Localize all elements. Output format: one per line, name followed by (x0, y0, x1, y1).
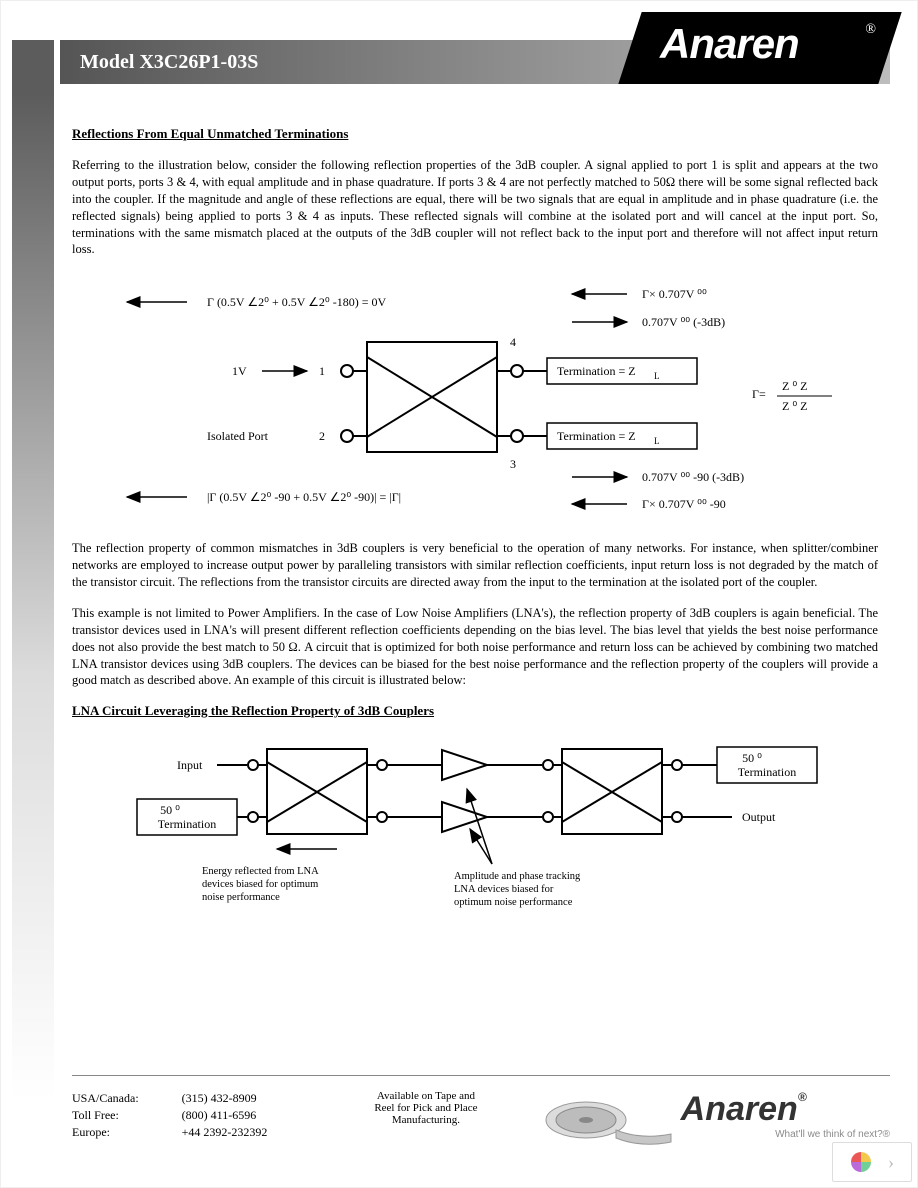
gamma-den: Z ⁰ Z (782, 399, 807, 413)
port-2: 2 (319, 429, 325, 443)
cn1: Available on Tape and (341, 1090, 510, 1102)
cn2: Reel for Pick and Place (341, 1102, 510, 1114)
footer-reg: ® (798, 1090, 807, 1104)
eu-label: Europe: (72, 1124, 182, 1141)
coupler-diagram: Γ (0.5V ∠2⁰ + 0.5V ∠2⁰ -180) = 0V |Γ (0.… (72, 272, 872, 522)
brand-logo: Anaren ® (630, 12, 890, 84)
footer-logo: Anaren® What'll we think of next?® (681, 1090, 890, 1140)
port-4: 4 (510, 335, 516, 349)
section-1-title: Reflections From Equal Unmatched Termina… (72, 126, 878, 142)
side-gradient (12, 40, 54, 1100)
d2-cap-r3: optimum noise performance (454, 897, 573, 908)
reg-mark: ® (865, 22, 876, 38)
para-2: The reflection property of common mismat… (72, 540, 878, 591)
model-prefix: Model (80, 51, 139, 73)
term3: Termination = Z (557, 429, 636, 443)
d2-term-a1: 50 ⁰ (160, 803, 180, 817)
brand-name: Anaren (660, 20, 799, 68)
eu-phone: +44 2392-232392 (182, 1124, 322, 1141)
arr-r4: Γ× 0.707V ⁰⁰ -90 (642, 497, 726, 511)
section-1-para: Referring to the illustration below, con… (72, 157, 878, 258)
d2-term-b1: 50 ⁰ (742, 751, 762, 765)
lna-circuit-diagram: Input 50 ⁰ Termination (72, 734, 872, 934)
contact-values: (315) 432-8909 (800) 411-6596 +44 2392-2… (182, 1090, 322, 1140)
d2-cap-l2: devices biased for optimum (202, 879, 318, 890)
usa-label: USA/Canada: (72, 1090, 182, 1107)
term3-sub: L (654, 436, 660, 446)
nav-widget[interactable]: › (832, 1142, 912, 1182)
contact-labels: USA/Canada: Toll Free: Europe: (72, 1090, 182, 1140)
term4-sub: L (654, 371, 660, 381)
port-3: 3 (510, 457, 516, 471)
term4: Termination = Z (557, 364, 636, 378)
para-3: This example is not limited to Power Amp… (72, 605, 878, 689)
eq-bot: |Γ (0.5V ∠2⁰ -90 + 0.5V ∠2⁰ -90)| = |Γ| (207, 490, 401, 504)
arr-r1: Γ× 0.707V ⁰⁰ (642, 287, 707, 301)
chevron-right-icon[interactable]: › (888, 1152, 894, 1173)
eq-top: Γ (0.5V ∠2⁰ + 0.5V ∠2⁰ -180) = 0V (207, 295, 386, 309)
in-1v: 1V (232, 364, 247, 378)
tf-phone: (800) 411-6596 (182, 1107, 322, 1124)
gamma-eq-left: Γ= (752, 387, 766, 401)
footer-center-note: Available on Tape and Reel for Pick and … (341, 1090, 510, 1126)
d2-cap-l1: Energy reflected from LNA (202, 866, 319, 877)
footer-tagline: What'll we think of next?® (681, 1129, 890, 1140)
tf-label: Toll Free: (72, 1107, 182, 1124)
cn3: Manufacturing. (341, 1114, 510, 1126)
d2-cap-r1: Amplitude and phase tracking (454, 871, 581, 882)
gamma-num: Z ⁰ Z (782, 379, 807, 393)
d2-cap-l3: noise performance (202, 892, 280, 903)
arr-r2: 0.707V ⁰⁰ (-3dB) (642, 315, 725, 329)
d2-input: Input (177, 758, 203, 772)
d2-cap-r2: LNA devices biased for (454, 884, 554, 895)
usa-phone: (315) 432-8909 (182, 1090, 322, 1107)
footer-brand: Anaren (681, 1090, 798, 1128)
pinwheel-icon (850, 1151, 872, 1173)
d2-term-a2: Termination (158, 817, 216, 831)
model-number: X3C26P1-03S (139, 51, 258, 73)
section-2-title: LNA Circuit Leveraging the Reflection Pr… (72, 703, 878, 719)
arr-r3: 0.707V ⁰⁰ -90 (-3dB) (642, 470, 744, 484)
d2-term-b2: Termination (738, 765, 796, 779)
d2-output: Output (742, 810, 776, 824)
iso-port: Isolated Port (207, 429, 269, 443)
reel-image (531, 1090, 681, 1150)
footer: USA/Canada: Toll Free: Europe: (315) 432… (72, 1075, 890, 1150)
port-1: 1 (319, 364, 325, 378)
